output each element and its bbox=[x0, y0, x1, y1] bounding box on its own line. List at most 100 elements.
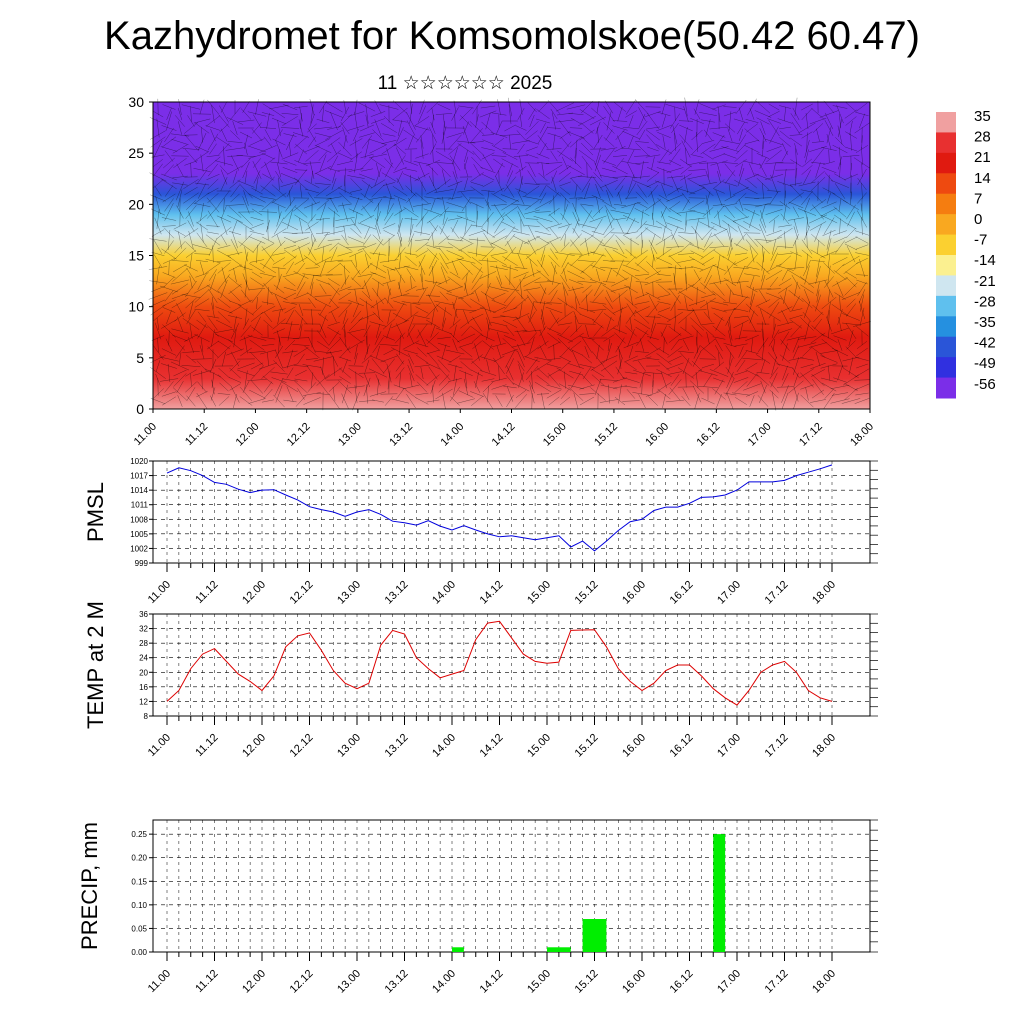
precip-x-tick-label: 16.00 bbox=[620, 968, 648, 996]
pmsl-y-tick-label: 1005 bbox=[130, 530, 148, 539]
temp-y-tick-label: 16 bbox=[139, 683, 148, 692]
pmsl-y-tick-label: 1011 bbox=[131, 501, 149, 510]
pmsl-x-tick-label: 18.00 bbox=[810, 579, 838, 607]
temp-x-tick-label: 12.12 bbox=[288, 732, 316, 760]
pmsl-x-tick-label: 17.00 bbox=[715, 579, 743, 607]
temp-y-tick-label: 24 bbox=[139, 654, 148, 663]
temp-y-tick-label: 36 bbox=[139, 610, 148, 619]
colorbar-swatch bbox=[936, 357, 956, 379]
temp-y-tick-label: 8 bbox=[144, 712, 149, 721]
precip-x-tick-label: 14.12 bbox=[478, 968, 506, 996]
colorbar-swatch bbox=[936, 255, 956, 276]
colorbar-label: 0 bbox=[974, 211, 982, 228]
colorbar-label: 21 bbox=[974, 149, 991, 166]
temp-x-tick-label: 17.12 bbox=[763, 732, 791, 760]
precip-y-tick-label: 0.20 bbox=[131, 854, 147, 863]
precip-x-tick-label: 11.00 bbox=[146, 968, 173, 995]
colorbar-label: -21 bbox=[974, 273, 996, 290]
heatmap-x-tick-label: 17.00 bbox=[746, 421, 774, 449]
precip-x-tick-label: 15.00 bbox=[525, 968, 553, 996]
colorbar-label: 35 bbox=[974, 108, 991, 125]
heatmap-y-tick-label: 0 bbox=[136, 401, 144, 417]
temp-y-axis-label: TEMP at 2 M bbox=[83, 601, 108, 729]
colorbar-label: -14 bbox=[974, 252, 996, 269]
heatmap-x-tick-label: 15.00 bbox=[541, 421, 569, 449]
pmsl-x-tick-label: 16.00 bbox=[620, 579, 648, 607]
precip-bar bbox=[452, 947, 464, 952]
precip-x-tick-label: 12.12 bbox=[288, 968, 316, 996]
heatmap-x-tick-label: 18.00 bbox=[848, 421, 876, 449]
pmsl-x-tick-label: 15.00 bbox=[525, 579, 553, 607]
precip-x-tick-label: 14.00 bbox=[430, 968, 458, 996]
pmsl-y-tick-label: 1017 bbox=[130, 472, 148, 481]
pmsl-x-tick-label: 13.00 bbox=[335, 579, 363, 607]
temp-y-tick-label: 28 bbox=[139, 639, 148, 648]
pmsl-y-tick-label: 1014 bbox=[130, 486, 148, 495]
precip-y-tick-label: 0.05 bbox=[131, 924, 147, 933]
precip-y-tick-label: 0.00 bbox=[131, 948, 147, 957]
precip-bar bbox=[582, 919, 607, 952]
colorbar-swatch bbox=[936, 173, 956, 195]
precip-x-tick-label: 13.00 bbox=[335, 968, 363, 996]
precip-bar bbox=[547, 947, 571, 952]
precip-x-tick-label: 17.00 bbox=[715, 968, 743, 996]
precip-y-axis-label: PRECIP, mm bbox=[77, 822, 102, 950]
pmsl-x-tick-label: 17.12 bbox=[763, 579, 791, 607]
page-title: Kazhydromet for Komsomolskoe(50.42 60.47… bbox=[104, 14, 920, 58]
heatmap-x-tick-label: 11.00 bbox=[132, 421, 159, 448]
pmsl-x-tick-label: 11.00 bbox=[146, 579, 173, 606]
pmsl-y-tick-label: 1002 bbox=[130, 544, 148, 553]
heatmap-x-tick-label: 15.12 bbox=[592, 421, 620, 449]
pmsl-series-line bbox=[166, 464, 833, 552]
temp-y-tick-label: 32 bbox=[139, 625, 148, 634]
temp-x-tick-label: 11.00 bbox=[146, 732, 173, 759]
heatmap-field bbox=[153, 102, 870, 409]
temp-x-tick-label: 15.12 bbox=[573, 732, 601, 760]
precip-y-tick-label: 0.10 bbox=[131, 901, 147, 910]
colorbar-swatch bbox=[936, 295, 956, 317]
temp-chart: 8 12 16 20 24 28 32 36 11.00 11.12 12.00 12.12 13.00… bbox=[83, 601, 878, 760]
heatmap-y-tick-label: 25 bbox=[128, 145, 144, 161]
heatmap-x-tick-label: 17.12 bbox=[797, 421, 825, 449]
colorbar-label: -56 bbox=[974, 376, 996, 393]
colorbar-swatch bbox=[936, 132, 956, 154]
temp-x-tick-label: 18.00 bbox=[810, 732, 838, 760]
heatmap-y-tick-label: 5 bbox=[136, 350, 144, 366]
colorbar-label: 14 bbox=[974, 170, 991, 187]
colorbar: 35 28 21 14 7 0 -7 -14 -21 -28 -35 -42 -49 -56 bbox=[936, 108, 996, 399]
temp-series-line bbox=[166, 620, 833, 706]
temp-x-tick-label: 12.00 bbox=[240, 732, 268, 760]
precip-x-tick-label: 15.12 bbox=[573, 968, 601, 996]
precip-y-tick-label: 0.25 bbox=[131, 830, 147, 839]
precip-x-tick-label: 13.12 bbox=[383, 968, 411, 996]
pmsl-chart: 999 1002 1005 1008 1011 1014 1017 1020 11.00 11.1… bbox=[83, 457, 878, 607]
colorbar-swatch bbox=[936, 193, 956, 215]
heatmap-x-tick-label: 16.00 bbox=[643, 421, 671, 449]
temp-x-tick-label: 16.00 bbox=[620, 732, 648, 760]
colorbar-swatch bbox=[936, 316, 956, 338]
pmsl-y-tick-label: 1008 bbox=[130, 515, 148, 524]
heatmap-x-tick-label: 14.00 bbox=[438, 421, 466, 449]
pmsl-x-tick-label: 14.00 bbox=[430, 579, 458, 607]
pmsl-x-tick-label: 13.12 bbox=[383, 579, 411, 607]
heatmap-x-tick-label: 13.00 bbox=[336, 421, 364, 449]
colorbar-label: -49 bbox=[974, 355, 996, 372]
pmsl-x-tick-label: 14.12 bbox=[478, 579, 506, 607]
precip-x-tick-label: 18.00 bbox=[810, 968, 838, 996]
precip-x-tick-label: 11.12 bbox=[193, 968, 220, 995]
temp-x-tick-label: 14.00 bbox=[430, 732, 458, 760]
pmsl-y-axis-label: PMSL bbox=[83, 482, 108, 542]
heatmap-chart: 0 5 10 15 20 25 30 11.00 11.12 12.00 12.12 13.00 13.… bbox=[128, 94, 876, 449]
colorbar-label: 28 bbox=[974, 129, 991, 146]
heatmap-y-tick-label: 20 bbox=[128, 196, 144, 212]
colorbar-label: -35 bbox=[974, 314, 996, 331]
colorbar-label: -28 bbox=[974, 293, 996, 310]
colorbar-swatch bbox=[936, 275, 956, 297]
temp-x-tick-label: 14.12 bbox=[478, 732, 506, 760]
precip-bar bbox=[713, 834, 726, 952]
heatmap-y-tick-label: 10 bbox=[128, 299, 144, 315]
colorbar-label: 7 bbox=[974, 190, 982, 207]
pmsl-x-tick-label: 16.12 bbox=[668, 579, 696, 607]
colorbar-swatch bbox=[936, 336, 956, 358]
